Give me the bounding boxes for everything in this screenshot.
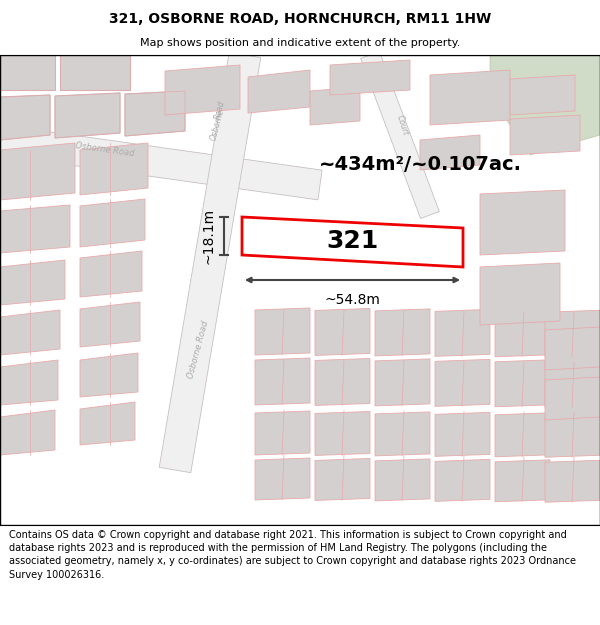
- Polygon shape: [0, 410, 55, 455]
- Polygon shape: [55, 93, 120, 138]
- Polygon shape: [159, 52, 261, 472]
- Polygon shape: [80, 402, 135, 445]
- Text: Road: Road: [213, 99, 227, 121]
- Polygon shape: [490, 55, 600, 155]
- Polygon shape: [375, 459, 430, 501]
- Polygon shape: [80, 199, 145, 247]
- Polygon shape: [330, 60, 410, 95]
- Polygon shape: [315, 309, 370, 356]
- Polygon shape: [430, 70, 510, 125]
- Polygon shape: [0, 95, 50, 140]
- Text: Osborne Road: Osborne Road: [75, 141, 135, 159]
- Polygon shape: [0, 360, 58, 405]
- Polygon shape: [510, 75, 575, 115]
- Polygon shape: [255, 411, 310, 455]
- Polygon shape: [248, 70, 310, 113]
- Polygon shape: [435, 359, 490, 406]
- Text: ~434m²/~0.107ac.: ~434m²/~0.107ac.: [319, 156, 521, 174]
- Polygon shape: [361, 51, 439, 219]
- Polygon shape: [80, 143, 148, 195]
- Polygon shape: [60, 55, 130, 90]
- Polygon shape: [545, 360, 600, 408]
- Polygon shape: [375, 412, 430, 456]
- Polygon shape: [242, 217, 463, 267]
- Text: Map shows position and indicative extent of the property.: Map shows position and indicative extent…: [140, 39, 460, 49]
- Text: Court: Court: [394, 114, 410, 136]
- Text: Osborne Road: Osborne Road: [186, 320, 210, 380]
- Polygon shape: [510, 115, 580, 155]
- Polygon shape: [435, 459, 490, 501]
- Polygon shape: [375, 309, 430, 356]
- Polygon shape: [545, 460, 600, 503]
- Polygon shape: [480, 190, 565, 255]
- Polygon shape: [0, 143, 75, 200]
- Polygon shape: [255, 458, 310, 500]
- Polygon shape: [495, 460, 550, 502]
- Text: ~18.1m: ~18.1m: [201, 208, 215, 264]
- Polygon shape: [0, 125, 322, 200]
- Polygon shape: [480, 263, 560, 325]
- Text: Contains OS data © Crown copyright and database right 2021. This information is : Contains OS data © Crown copyright and d…: [9, 530, 576, 579]
- Polygon shape: [545, 310, 600, 358]
- Polygon shape: [545, 327, 600, 370]
- Polygon shape: [0, 310, 60, 355]
- Polygon shape: [495, 360, 550, 407]
- Polygon shape: [80, 353, 138, 397]
- Polygon shape: [125, 91, 185, 136]
- Polygon shape: [315, 459, 370, 501]
- Polygon shape: [315, 359, 370, 406]
- Polygon shape: [495, 412, 550, 457]
- Polygon shape: [435, 412, 490, 456]
- Polygon shape: [80, 302, 140, 347]
- Polygon shape: [310, 87, 360, 125]
- Polygon shape: [0, 205, 70, 253]
- Polygon shape: [0, 260, 65, 305]
- Polygon shape: [255, 358, 310, 405]
- Text: 321, OSBORNE ROAD, HORNCHURCH, RM11 1HW: 321, OSBORNE ROAD, HORNCHURCH, RM11 1HW: [109, 12, 491, 26]
- Polygon shape: [545, 377, 600, 420]
- Polygon shape: [375, 359, 430, 406]
- Text: Osborne: Osborne: [208, 108, 226, 142]
- Polygon shape: [435, 309, 490, 356]
- Text: 321: 321: [326, 229, 378, 253]
- Text: ~54.8m: ~54.8m: [324, 293, 380, 307]
- Polygon shape: [80, 251, 142, 297]
- Polygon shape: [545, 413, 600, 458]
- Polygon shape: [0, 55, 55, 90]
- Polygon shape: [165, 65, 240, 115]
- Polygon shape: [495, 310, 550, 357]
- Polygon shape: [420, 135, 480, 170]
- Polygon shape: [315, 411, 370, 456]
- Polygon shape: [255, 308, 310, 355]
